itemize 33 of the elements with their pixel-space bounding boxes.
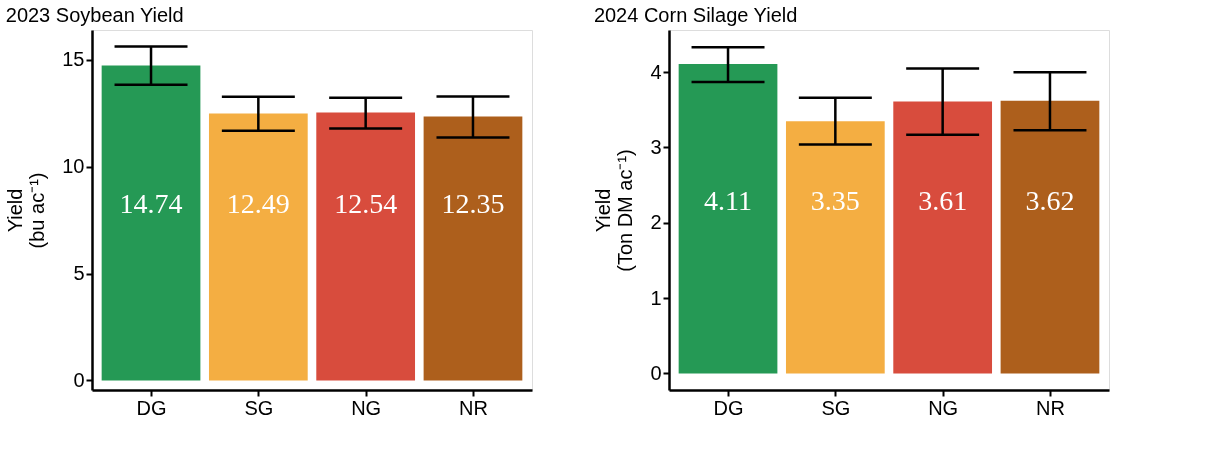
x-tick-label: DG [713, 396, 744, 419]
bar [208, 113, 308, 381]
data-label: 3.62 [1025, 184, 1075, 216]
y-tick-label: 0 [650, 361, 662, 384]
x-tick-label: NG [351, 396, 382, 419]
y-tick-label: 5 [73, 262, 85, 285]
x-tick-label: SG [244, 396, 274, 419]
y-tick-label: 0 [73, 368, 85, 391]
data-label: 12.49 [226, 188, 290, 220]
y-tick-label: 3 [650, 135, 662, 158]
bar [316, 112, 416, 381]
x-tick-label: DG [136, 396, 167, 419]
data-label: 3.35 [810, 184, 860, 216]
data-label: 12.54 [334, 188, 398, 220]
chart-title: 2023 Soybean Yield [5, 4, 184, 26]
data-label: 14.74 [119, 188, 183, 220]
data-label: 3.61 [918, 184, 968, 216]
y-tick-label: 4 [650, 60, 662, 83]
y-tick-label: 2 [650, 211, 662, 234]
data-label: 4.11 [704, 184, 753, 216]
y-axis-title: Yield (bu ac⁻¹) [4, 172, 49, 249]
y-axis-title: Yield (Ton DM ac⁻¹) [592, 149, 637, 272]
y-tick-label: 15 [62, 48, 85, 71]
y-tick-label: 10 [62, 155, 85, 178]
x-tick-label: NG [928, 396, 959, 419]
x-tick-label: NR [1036, 396, 1065, 419]
data-label: 12.35 [441, 188, 505, 220]
chart-title: 2024 Corn Silage Yield [593, 4, 798, 26]
bar [101, 65, 201, 381]
x-tick-label: SG [821, 396, 851, 419]
x-tick-label: NR [459, 396, 488, 419]
y-tick-label: 1 [650, 286, 662, 309]
bar [423, 116, 523, 381]
